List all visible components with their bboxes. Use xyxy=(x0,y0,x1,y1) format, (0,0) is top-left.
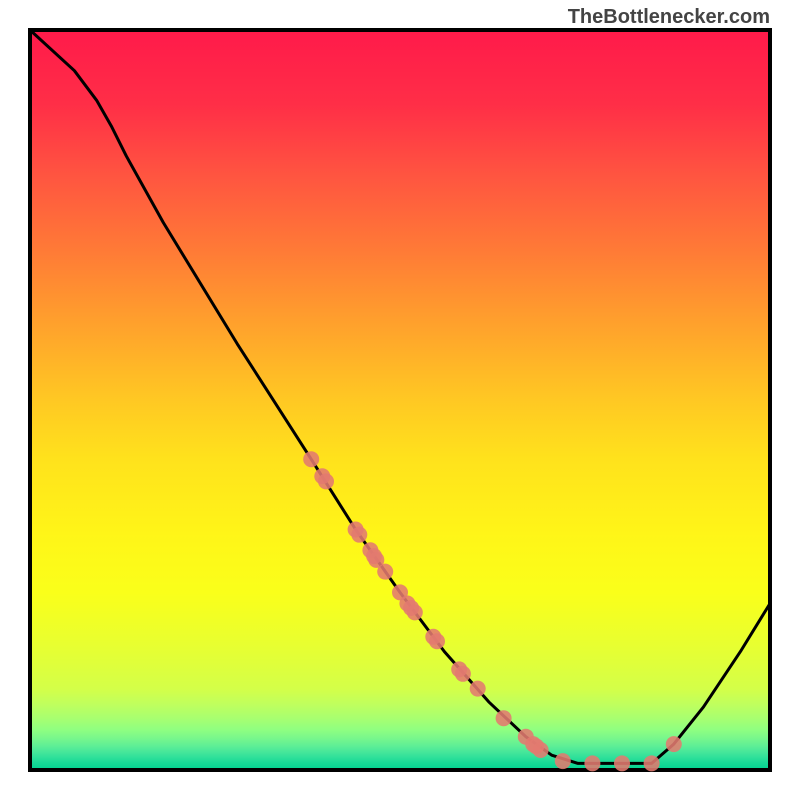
bottleneck-curve xyxy=(30,30,770,763)
data-marker xyxy=(407,604,423,620)
data-marker xyxy=(429,633,445,649)
data-marker xyxy=(644,755,660,771)
data-marker xyxy=(496,710,512,726)
data-marker xyxy=(318,473,334,489)
data-marker xyxy=(470,681,486,697)
bottleneck-chart-svg xyxy=(0,0,800,800)
data-marker xyxy=(614,755,630,771)
data-marker xyxy=(533,742,549,758)
data-marker xyxy=(666,736,682,752)
data-marker xyxy=(455,666,471,682)
data-marker xyxy=(555,753,571,769)
data-marker xyxy=(377,564,393,580)
chart-canvas: TheBottlenecker.com xyxy=(0,0,800,800)
data-markers xyxy=(303,451,682,771)
plot-border xyxy=(30,30,770,770)
data-marker xyxy=(303,451,319,467)
attribution-text: TheBottlenecker.com xyxy=(568,6,770,29)
data-marker xyxy=(584,755,600,771)
data-marker xyxy=(351,527,367,543)
